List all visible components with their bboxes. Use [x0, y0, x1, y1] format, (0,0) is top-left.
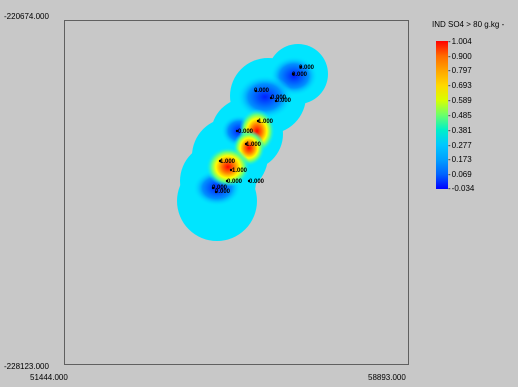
legend-tick: 0.797: [448, 66, 472, 75]
kriging-map: 0.000 0.000 0.000 0.000 0.000 1.000 0.00…: [177, 44, 328, 241]
legend-tick: 0.693: [448, 81, 472, 90]
point-label: 0.000: [215, 189, 231, 195]
point-label: 0.000: [254, 88, 270, 94]
legend-tick: 0.900: [448, 52, 472, 61]
sample-points: 0.000 0.000 0.000 0.000 0.000 1.000 0.00…: [211, 65, 315, 195]
legend-tick: 0.485: [448, 111, 472, 120]
legend-title: IND SO4 > 80 g.kg -: [432, 20, 505, 29]
legend-tick: 0.173: [448, 155, 472, 164]
x-min-label: 51444.000: [30, 373, 68, 382]
legend-color-scale: [436, 41, 448, 189]
legend-tick: 0.277: [448, 141, 472, 150]
legend-tick: 1.004: [448, 37, 472, 46]
point-label: 0.000: [212, 185, 228, 191]
point-label: 0.000: [292, 72, 308, 78]
legend-tick: 0.381: [448, 126, 472, 135]
point-label: 0.000: [276, 98, 292, 104]
point-label: 0.000: [249, 179, 265, 185]
legend-tick: 0.589: [448, 96, 472, 105]
point-label: 1.000: [258, 119, 274, 125]
high-value-zones: [206, 109, 275, 187]
point-label: 0.000: [271, 95, 287, 101]
point-label: 0.000: [299, 65, 315, 71]
map-plot-area[interactable]: 0.000 0.000 0.000 0.000 0.000 1.000 0.00…: [64, 20, 409, 365]
legend-tick: -0.034: [448, 184, 475, 193]
point-label: 0.000: [227, 179, 243, 185]
point-label: 1.000: [246, 142, 262, 148]
x-max-label: 58893.000: [368, 373, 406, 382]
point-label: 1.000: [220, 159, 236, 165]
legend-tick: 0.069: [448, 170, 472, 179]
y-min-label: -228123.000: [4, 362, 49, 371]
point-label: 1.000: [232, 168, 248, 174]
point-label: 0.000: [238, 129, 254, 135]
y-max-label: -220674.000: [4, 12, 49, 21]
